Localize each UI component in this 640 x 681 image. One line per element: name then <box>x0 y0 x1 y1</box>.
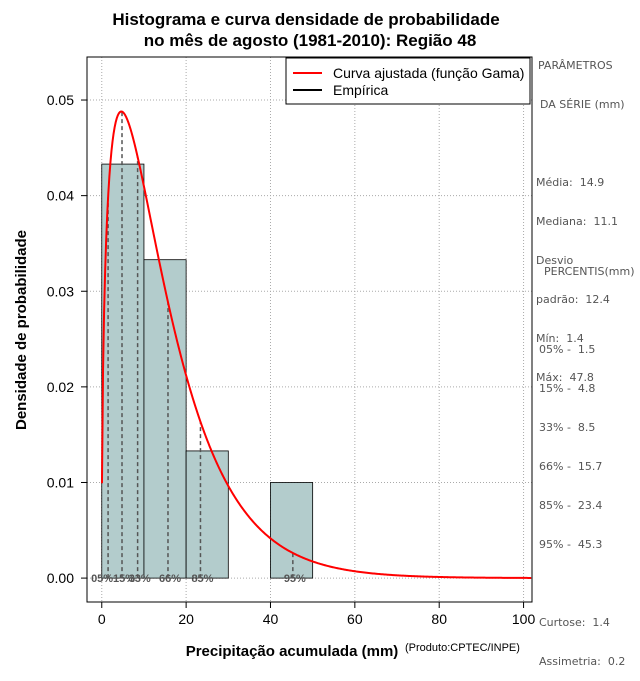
legend: Curva ajustada (função Gama) Empírica <box>285 57 531 105</box>
percentile-label-05%: 05% <box>91 573 113 585</box>
curtose: Curtose: 1.4 <box>539 616 610 629</box>
percentile-label-85%: 85% <box>191 573 213 585</box>
histogram-bar-2 <box>185 450 229 579</box>
gamma-curve <box>100 110 532 579</box>
histogram-bars <box>101 163 314 579</box>
chart-title-line2: no mês de agosto (1981-2010): Região 48 <box>144 31 477 50</box>
y-tick-label-0: 0.00 <box>47 570 74 586</box>
y-axis-label: Densidade de probabilidade <box>13 230 30 430</box>
pct-line-33: 33% - 8.5 <box>539 421 596 434</box>
chart-canvas: Histograma e curva densidade de probabil… <box>13 10 536 660</box>
percentile-label-33%: 33% <box>129 573 151 585</box>
gamma-curve-path <box>100 110 532 579</box>
histogram-bar-4 <box>270 482 314 579</box>
x-tick-label-60: 60 <box>347 611 363 627</box>
percentile-label-66%: 66% <box>159 573 181 585</box>
y-tick-label-3: 0.03 <box>47 283 74 299</box>
legend-label-curve: Curva ajustada (função Gama) <box>333 65 524 81</box>
percentiles-heading: PERCENTIS(mm) <box>544 265 635 278</box>
param-min: Mín: 1.4 <box>536 332 584 345</box>
assimetria: Assimetria: 0.2 <box>539 655 626 668</box>
param-padrao: padrão: 12.4 <box>536 293 610 306</box>
y-tick-label-2: 0.02 <box>47 379 74 395</box>
percentile-lines <box>107 111 294 579</box>
param-max: Máx: 47.8 <box>536 371 594 384</box>
x-tick-label-0: 0 <box>98 611 106 627</box>
param-desvio: Desvio <box>536 254 574 267</box>
percentiles-panel: PERCENTIS(mm) 05% - 1.5 15% - 4.8 33% - … <box>539 239 635 681</box>
legend-box <box>285 57 531 105</box>
percentile-labels: 05% 15%33% 66% 85% 95% <box>91 573 306 585</box>
x-tick-label-40: 40 <box>263 611 279 627</box>
param-media: Média: 14.9 <box>536 176 605 189</box>
credit-label: (Produto:CPTEC/INPE) <box>405 642 520 654</box>
pct-line-95: 95% - 45.3 <box>539 538 603 551</box>
x-tick-label-80: 80 <box>431 611 447 627</box>
y-tick-label-4: 0.04 <box>47 188 74 204</box>
parameters-panel: PARÂMETROS DA SÉRIE (mm) Média: 14.9 Med… <box>536 33 625 397</box>
pct-line-66: 66% - 15.7 <box>539 460 603 473</box>
x-tick-label-100: 100 <box>512 611 536 627</box>
percentile-label-15%: 15% <box>113 573 135 585</box>
parameters-heading1: PARÂMETROS <box>538 59 613 72</box>
y-tick-label-1: 0.01 <box>47 474 74 490</box>
y-axis: 0.00 0.01 0.02 0.03 0.04 0.05 <box>47 92 88 586</box>
histogram-bar-1 <box>143 259 187 579</box>
percentile-label-95%: 95% <box>284 573 306 585</box>
x-tick-label-20: 20 <box>178 611 194 627</box>
pct-line-15: 15% - 4.8 <box>539 382 596 395</box>
x-axis-label: Precipitação acumulada (mm) <box>186 643 399 660</box>
pct-line-05: 05% - 1.5 <box>539 343 596 356</box>
x-axis: 0 20 40 60 80 100 <box>98 601 536 627</box>
y-tick-label-5: 0.05 <box>47 92 74 108</box>
param-mediana: Mediana: 11.1 <box>536 215 618 228</box>
legend-label-empirical: Empírica <box>333 82 388 98</box>
pct-line-85: 85% - 23.4 <box>539 499 603 512</box>
chart-title-line1: Histograma e curva densidade de probabil… <box>112 10 499 29</box>
parameters-heading2: DA SÉRIE (mm) <box>540 98 625 111</box>
